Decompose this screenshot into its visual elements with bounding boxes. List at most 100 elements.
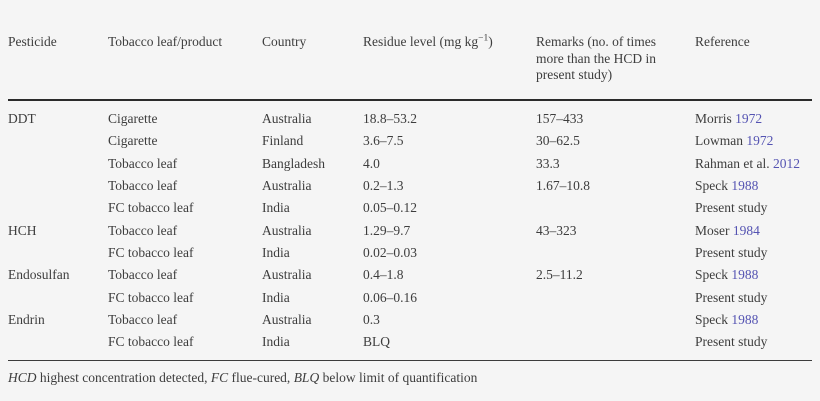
column-header-country: Country bbox=[262, 34, 363, 101]
cell-product: Tobacco leaf bbox=[108, 155, 178, 171]
cell-reference: Speck 1988 bbox=[695, 309, 812, 331]
table-row: FC tobacco leaf India 0.02–0.03 Present … bbox=[8, 242, 812, 264]
cell-remarks: 43–323 bbox=[536, 222, 577, 238]
column-header-reference: Reference bbox=[695, 34, 812, 101]
footnote-abbr-hcd: HCD bbox=[8, 370, 37, 386]
footnote-text-2: flue-cured, bbox=[228, 370, 294, 386]
reference-author: Speck bbox=[695, 311, 728, 327]
residue-unit-exponent: −1 bbox=[478, 33, 489, 44]
cell-remarks: 2.5–11.2 bbox=[536, 267, 583, 283]
cell-product: Tobacco leaf bbox=[108, 311, 178, 327]
cell-product: FC tobacco leaf bbox=[108, 244, 194, 260]
reference-author: Speck bbox=[695, 267, 728, 283]
header-row: Pesticide Tobacco leaf/product Country R… bbox=[8, 33, 812, 101]
residue-unit-text: Residue level (mg kg bbox=[363, 34, 479, 49]
cell-reference: Present study bbox=[695, 286, 812, 308]
reference-author: Present study bbox=[695, 334, 768, 350]
cell-residue: 3.6–7.5 bbox=[363, 133, 404, 149]
reference-year-link[interactable]: 1984 bbox=[732, 222, 760, 238]
cell-reference: Morris 1972 bbox=[695, 100, 812, 130]
cell-remarks: 33.3 bbox=[536, 155, 560, 171]
cell-remarks bbox=[536, 242, 695, 264]
cell-product: Tobacco leaf bbox=[108, 178, 178, 194]
cell-country: Australia bbox=[262, 267, 312, 283]
cell-reference: Present study bbox=[695, 197, 812, 219]
cell-pesticide: Endosulfan bbox=[8, 267, 70, 283]
reference-year-link[interactable]: 1972 bbox=[735, 111, 763, 127]
cell-remarks bbox=[536, 197, 695, 219]
cell-country: Bangladesh bbox=[262, 155, 325, 171]
reference-author: Speck bbox=[695, 178, 728, 194]
footnote-text-1: highest concentration detected, bbox=[36, 370, 211, 386]
reference-year-link[interactable]: 1988 bbox=[731, 178, 759, 194]
reference-author: Present study bbox=[695, 289, 768, 305]
table-row: FC tobacco leaf India 0.06–0.16 Present … bbox=[8, 286, 812, 308]
cell-country: Australia bbox=[262, 222, 312, 238]
cell-product: Cigarette bbox=[108, 133, 158, 149]
cell-residue: 0.2–1.3 bbox=[363, 178, 404, 194]
cell-pesticide bbox=[8, 330, 108, 362]
table-row: Tobacco leaf Bangladesh 4.0 33.3 Rahman … bbox=[8, 153, 812, 175]
cell-remarks: 157–433 bbox=[536, 111, 584, 127]
cell-reference: Lowman 1972 bbox=[695, 130, 812, 152]
cell-pesticide: HCH bbox=[8, 222, 37, 238]
reference-year-link[interactable]: 1972 bbox=[746, 133, 774, 149]
cell-remarks: 30–62.5 bbox=[536, 133, 580, 149]
footnote-abbr-fc: FC bbox=[210, 370, 229, 386]
column-header-pesticide: Pesticide bbox=[8, 34, 108, 101]
cell-residue: 0.06–0.16 bbox=[363, 289, 417, 305]
table-row: Endrin Tobacco leaf Australia 0.3 Speck … bbox=[8, 309, 812, 331]
cell-remarks bbox=[536, 330, 695, 362]
cell-pesticide: Endrin bbox=[8, 311, 45, 327]
reference-author: Moser bbox=[695, 222, 730, 238]
cell-pesticide bbox=[8, 153, 108, 175]
cell-product: FC tobacco leaf bbox=[108, 200, 194, 216]
cell-pesticide bbox=[8, 130, 108, 152]
reference-year-link[interactable]: 2012 bbox=[772, 155, 800, 171]
table-row: FC tobacco leaf India 0.05–0.12 Present … bbox=[8, 197, 812, 219]
cell-reference: Moser 1984 bbox=[695, 219, 812, 241]
cell-country: India bbox=[262, 244, 290, 260]
table-footnote: HCD highest concentration detected, FC f… bbox=[8, 370, 812, 386]
cell-residue: 0.02–0.03 bbox=[363, 244, 417, 260]
cell-residue: 1.29–9.7 bbox=[363, 222, 411, 238]
cell-product: Cigarette bbox=[108, 111, 158, 127]
cell-reference: Speck 1988 bbox=[695, 264, 812, 286]
cell-reference: Speck 1988 bbox=[695, 175, 812, 197]
table-row: Cigarette Finland 3.6–7.5 30–62.5 Lowman… bbox=[8, 130, 812, 152]
cell-country: India bbox=[262, 289, 290, 305]
cell-country: India bbox=[262, 330, 363, 362]
column-header-remarks: Remarks (no. of times more than the HCD … bbox=[536, 34, 695, 101]
footnote-abbr-blq: BLQ bbox=[293, 370, 320, 386]
reference-author: Rahman et al. bbox=[695, 155, 770, 171]
cell-pesticide bbox=[8, 197, 108, 219]
cell-country: Australia bbox=[262, 178, 312, 194]
cell-reference: Rahman et al. 2012 bbox=[695, 153, 812, 175]
cell-remarks bbox=[536, 286, 695, 308]
table-row: Tobacco leaf Australia 0.2–1.3 1.67–10.8… bbox=[8, 175, 812, 197]
reference-author: Morris bbox=[695, 111, 732, 127]
reference-author: Present study bbox=[695, 244, 768, 260]
reference-year-link[interactable]: 1988 bbox=[731, 311, 759, 327]
cell-reference: Present study bbox=[695, 330, 812, 362]
reference-author: Lowman bbox=[695, 133, 743, 149]
cell-residue: 4.0 bbox=[363, 155, 380, 171]
cell-product: FC tobacco leaf bbox=[108, 330, 262, 362]
column-header-residue: Residue level (mg kg−1) bbox=[363, 33, 536, 101]
cell-remarks bbox=[536, 309, 695, 331]
residue-table: Pesticide Tobacco leaf/product Country R… bbox=[8, 33, 812, 362]
table-body: DDT Cigarette Australia 18.8–53.2 157–43… bbox=[8, 100, 812, 362]
cell-pesticide: DDT bbox=[8, 111, 36, 127]
cell-pesticide bbox=[8, 286, 108, 308]
table-row: DDT Cigarette Australia 18.8–53.2 157–43… bbox=[8, 100, 812, 130]
table-header: Pesticide Tobacco leaf/product Country R… bbox=[8, 33, 812, 101]
reference-year-link[interactable]: 1988 bbox=[731, 267, 759, 283]
cell-product: FC tobacco leaf bbox=[108, 289, 194, 305]
cell-residue: 0.3 bbox=[363, 311, 380, 327]
cell-residue: 18.8–53.2 bbox=[363, 111, 417, 127]
column-header-product: Tobacco leaf/product bbox=[108, 34, 262, 101]
cell-pesticide bbox=[8, 175, 108, 197]
footnote-text-3: below limit of quantification bbox=[319, 370, 478, 386]
table-row: Endosulfan Tobacco leaf Australia 0.4–1.… bbox=[8, 264, 812, 286]
